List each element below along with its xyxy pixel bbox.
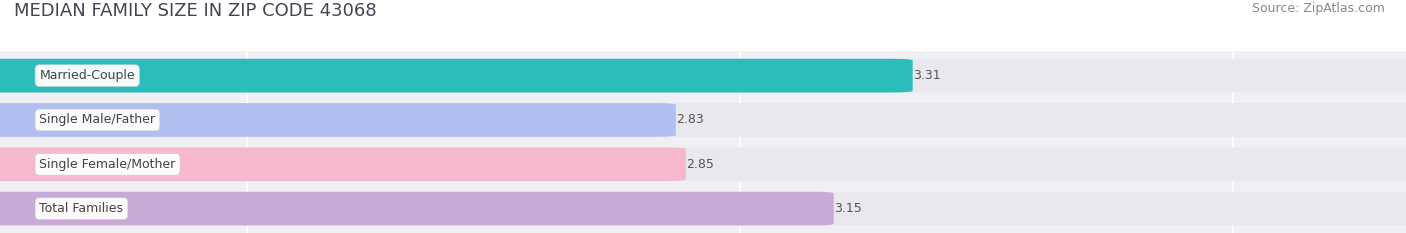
FancyBboxPatch shape <box>0 147 1406 181</box>
FancyBboxPatch shape <box>0 103 676 137</box>
Text: Married-Couple: Married-Couple <box>39 69 135 82</box>
Text: MEDIAN FAMILY SIZE IN ZIP CODE 43068: MEDIAN FAMILY SIZE IN ZIP CODE 43068 <box>14 2 377 20</box>
Text: 2.85: 2.85 <box>686 158 714 171</box>
Text: 2.83: 2.83 <box>676 113 703 127</box>
Text: 3.15: 3.15 <box>834 202 862 215</box>
FancyBboxPatch shape <box>0 192 834 226</box>
FancyBboxPatch shape <box>0 192 1406 226</box>
Text: Source: ZipAtlas.com: Source: ZipAtlas.com <box>1251 2 1385 15</box>
FancyBboxPatch shape <box>0 59 912 93</box>
FancyBboxPatch shape <box>0 59 1406 93</box>
FancyBboxPatch shape <box>0 103 1406 137</box>
Text: Single Male/Father: Single Male/Father <box>39 113 156 127</box>
Text: Total Families: Total Families <box>39 202 124 215</box>
FancyBboxPatch shape <box>0 147 686 181</box>
Text: 3.31: 3.31 <box>912 69 941 82</box>
Text: Single Female/Mother: Single Female/Mother <box>39 158 176 171</box>
